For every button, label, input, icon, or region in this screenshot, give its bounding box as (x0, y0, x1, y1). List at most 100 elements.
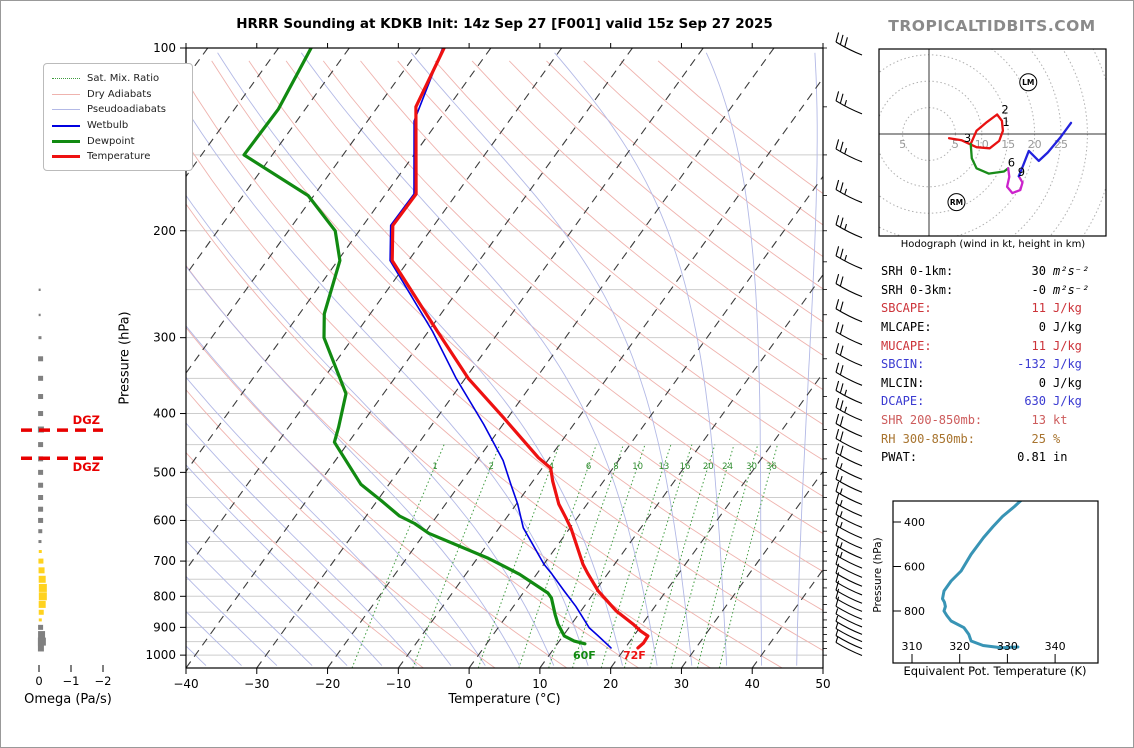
skewt-plot-area: 1 2 4 6 8 10 13 16 20 24 30 36 (186, 48, 823, 668)
stats-row-dcape: DCAPE: 630 J/kg (881, 392, 1109, 411)
svg-text:340: 340 (1045, 640, 1066, 653)
page-title: HRRR Sounding at KDKB Init: 14z Sep 27 [… (236, 16, 773, 32)
pseudoadiabat-line-icon (52, 109, 80, 111)
svg-text:2: 2 (1001, 102, 1008, 116)
wetbulb-curve (389, 48, 612, 649)
stats-row-srh-0-1km: SRH 0-1km: 30 m²s⁻² (881, 262, 1109, 281)
legend-item-dewpoint: Dewpoint (52, 133, 184, 149)
svg-text:−40: −40 (173, 677, 198, 691)
svg-text:100: 100 (153, 41, 176, 55)
svg-text:1000: 1000 (145, 648, 176, 662)
dewpoint-line-icon (52, 139, 80, 143)
svg-text:400: 400 (153, 407, 176, 421)
dry-adiabat-line-icon (52, 93, 80, 95)
svg-text:300: 300 (153, 331, 176, 345)
stats-row-pwat: PWAT: 0.81 in (881, 448, 1109, 467)
svg-text:400: 400 (904, 516, 925, 529)
stat-label: SHR 200-850mb: (881, 413, 983, 428)
stat-unit: m²s⁻² (1053, 282, 1090, 297)
stat-unit: J/kg (1053, 357, 1082, 372)
svg-text:700: 700 (153, 554, 176, 568)
svg-text:40: 40 (745, 677, 760, 691)
legend-label: Dewpoint (87, 135, 135, 147)
legend-label: Pseudoadiabats (87, 104, 167, 116)
svg-text:10: 10 (532, 677, 547, 691)
stat-label: MUCAPE: (881, 338, 932, 353)
stats-row-mucape: MUCAPE: 11 J/kg (881, 336, 1109, 355)
stat-label: DCAPE: (881, 394, 925, 409)
site-watermark: TROPICALTIDBITS.COM (888, 17, 1096, 35)
svg-text:20: 20 (1028, 138, 1042, 151)
stat-value: -132 (1017, 357, 1046, 372)
stat-value: 11 (1031, 338, 1046, 353)
hodograph-caption: Hodograph (wind in kt, height in km) (900, 239, 1086, 250)
svg-text:1: 1 (432, 462, 437, 472)
stat-value: 0 (1038, 320, 1046, 335)
surface-temperature-label: 72F (623, 649, 646, 662)
svg-text:LM: LM (1022, 78, 1034, 87)
svg-text:800: 800 (153, 589, 176, 603)
svg-text:13: 13 (658, 462, 669, 472)
stat-value: 25 (1031, 431, 1046, 446)
svg-text:800: 800 (904, 605, 925, 618)
legend-item-pseudoadiabats: Pseudoadiabats (52, 102, 184, 118)
stat-label: SBCAPE: (881, 301, 932, 316)
stat-value: 630 (1024, 394, 1046, 409)
svg-text:0: 0 (465, 677, 473, 691)
stat-unit: J/kg (1053, 338, 1082, 353)
svg-text:900: 900 (153, 620, 176, 634)
svg-text:−2: −2 (95, 674, 112, 688)
legend-item-temperature: Temperature (52, 149, 184, 165)
legend-item-dry-adiabats: Dry Adiabats (52, 87, 184, 103)
skewt-xaxis-title: Temperature (°C) (448, 692, 561, 707)
stats-row-srh-0-3km: SRH 0-3km: -0 m²s⁻² (881, 281, 1109, 300)
temperature-line-icon (52, 155, 80, 159)
skewt-legend: Sat. Mix. Ratio Dry Adiabats Pseudoadiab… (43, 63, 193, 171)
stats-row-sbcape: SBCAPE: 11 J/kg (881, 299, 1109, 318)
svg-text:30: 30 (746, 462, 757, 472)
stats-row-sbcin: SBCIN: -132 J/kg (881, 355, 1109, 374)
svg-text:600: 600 (904, 561, 925, 574)
stat-unit: J/kg (1053, 301, 1082, 316)
stat-label: SRH 0-1km: (881, 264, 954, 279)
svg-text:20: 20 (703, 462, 714, 472)
svg-text:5: 5 (899, 138, 906, 151)
svg-text:RM: RM (950, 198, 963, 207)
surface-dewpoint-label: 60F (573, 649, 596, 662)
stat-unit: % (1053, 431, 1061, 446)
svg-text:2: 2 (488, 462, 493, 472)
stat-unit: m²s⁻² (1053, 264, 1090, 279)
svg-text:330: 330 (997, 640, 1018, 653)
stats-row-shr: SHR 200-850mb: 13 kt (881, 411, 1109, 430)
skewt-yaxis-title: Pressure (hPa) (117, 311, 133, 405)
svg-text:−1: −1 (63, 674, 80, 688)
dewpoint-curve (242, 48, 587, 646)
legend-label: Wetbulb (87, 120, 129, 132)
svg-text:24: 24 (722, 462, 733, 472)
stat-label: PWAT: (881, 450, 918, 465)
omega-xaxis-title: Omega (Pa/s) (24, 692, 112, 707)
stat-label: SBCIN: (881, 357, 925, 372)
stat-value: 0 (1038, 375, 1046, 390)
svg-text:500: 500 (153, 465, 176, 479)
svg-text:200: 200 (153, 224, 176, 238)
legend-item-wetbulb: Wetbulb (52, 118, 184, 134)
theta-e-xaxis-title: Equivalent Pot. Temperature (K) (903, 664, 1087, 678)
stat-unit: in (1053, 450, 1068, 465)
stats-row-mlcape: MLCAPE: 0 J/kg (881, 318, 1109, 337)
stat-value: 30 (1031, 264, 1046, 279)
svg-text:9: 9 (1018, 165, 1025, 179)
stat-label: MLCAPE: (881, 320, 932, 335)
stats-row-mlcin: MLCIN: 0 J/kg (881, 374, 1109, 393)
svg-text:320: 320 (949, 640, 970, 653)
dgz-lower-label: DGZ (72, 460, 100, 474)
svg-text:5: 5 (952, 138, 959, 151)
legend-label: Temperature (87, 151, 151, 163)
stat-label: SRH 0-3km: (881, 282, 954, 297)
svg-text:3: 3 (964, 131, 971, 145)
wetbulb-line-icon (52, 124, 80, 127)
svg-text:1: 1 (1002, 115, 1009, 129)
sat-mix-ratio-line-icon (52, 78, 80, 80)
svg-text:20: 20 (603, 677, 618, 691)
theta-e-yaxis-title: Pressure (hPa) (872, 537, 884, 613)
